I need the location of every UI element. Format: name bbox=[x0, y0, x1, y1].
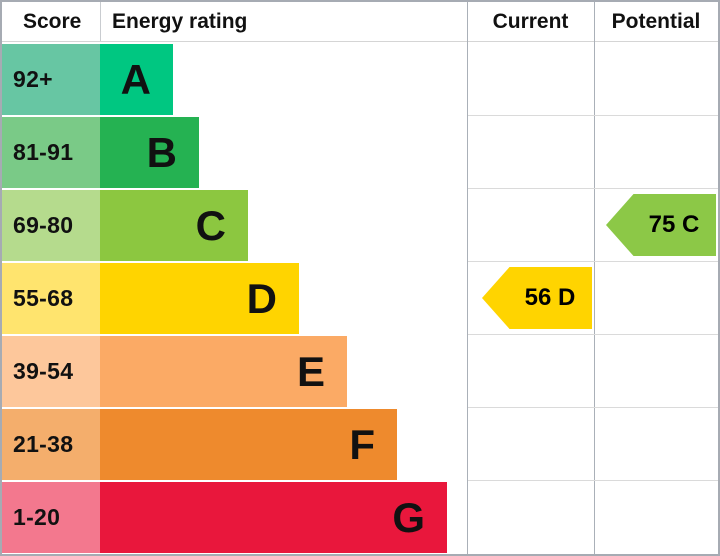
divider-current-column bbox=[467, 2, 468, 554]
header-current: Current bbox=[492, 9, 569, 33]
rating-letter: A bbox=[120, 55, 151, 103]
score-range-label: 39-54 bbox=[13, 358, 74, 384]
header-energy-rating: Energy rating bbox=[100, 2, 467, 41]
rating-bar: B bbox=[100, 117, 199, 188]
band-row: 92+ A bbox=[2, 44, 447, 115]
current-rating-label: 56 D bbox=[524, 284, 576, 311]
score-range-label: 69-80 bbox=[13, 212, 74, 238]
header-score: Score bbox=[23, 9, 82, 33]
rating-letter: F bbox=[349, 420, 375, 468]
band-row: 21-38 F bbox=[2, 409, 447, 480]
score-cell: 69-80 bbox=[2, 190, 100, 261]
row-separator-line bbox=[468, 261, 718, 262]
rating-bar: A bbox=[100, 44, 173, 115]
score-range-label: 92+ bbox=[13, 66, 53, 92]
band-rows: 92+ A 81-91 B 69-80 C 55-68 bbox=[2, 44, 447, 554]
band-row: 69-80 C bbox=[2, 190, 447, 261]
potential-rating-label: 75 C bbox=[648, 211, 700, 238]
rating-bar: F bbox=[100, 409, 397, 480]
score-cell: 1-20 bbox=[2, 482, 100, 553]
row-separator-line bbox=[468, 115, 718, 116]
rating-letter: C bbox=[195, 201, 226, 249]
band-row: 1-20 G bbox=[2, 482, 447, 553]
rating-letter: D bbox=[246, 274, 277, 322]
rating-bar: C bbox=[100, 190, 248, 261]
score-range-label: 55-68 bbox=[13, 285, 74, 311]
potential-rating-arrow: 75 C bbox=[606, 194, 716, 256]
score-range-label: 81-91 bbox=[13, 139, 74, 165]
header-potential: Potential bbox=[611, 9, 701, 33]
score-range-label: 21-38 bbox=[13, 431, 74, 457]
row-separator-line bbox=[468, 188, 718, 189]
row-separator-line bbox=[468, 334, 718, 335]
rating-letter: G bbox=[392, 493, 425, 541]
rating-bar: E bbox=[100, 336, 347, 407]
row-separator-line bbox=[468, 480, 718, 481]
row-separator-line bbox=[468, 407, 718, 408]
score-cell: 55-68 bbox=[2, 263, 100, 334]
band-row: 55-68 D bbox=[2, 263, 447, 334]
band-row: 39-54 E bbox=[2, 336, 447, 407]
score-cell: 92+ bbox=[2, 44, 100, 115]
rating-bar: G bbox=[100, 482, 447, 553]
current-rating-arrow: 56 D bbox=[482, 267, 592, 329]
score-cell: 21-38 bbox=[2, 409, 100, 480]
divider-potential-column bbox=[594, 2, 595, 554]
score-cell: 81-91 bbox=[2, 117, 100, 188]
rating-bar: D bbox=[100, 263, 299, 334]
score-cell: 39-54 bbox=[2, 336, 100, 407]
rating-letter: E bbox=[296, 347, 325, 395]
rating-letter: B bbox=[146, 128, 177, 176]
band-row: 81-91 B bbox=[2, 117, 447, 188]
table-header: Score Energy rating Current Potential bbox=[2, 2, 718, 42]
score-range-label: 1-20 bbox=[13, 504, 61, 530]
